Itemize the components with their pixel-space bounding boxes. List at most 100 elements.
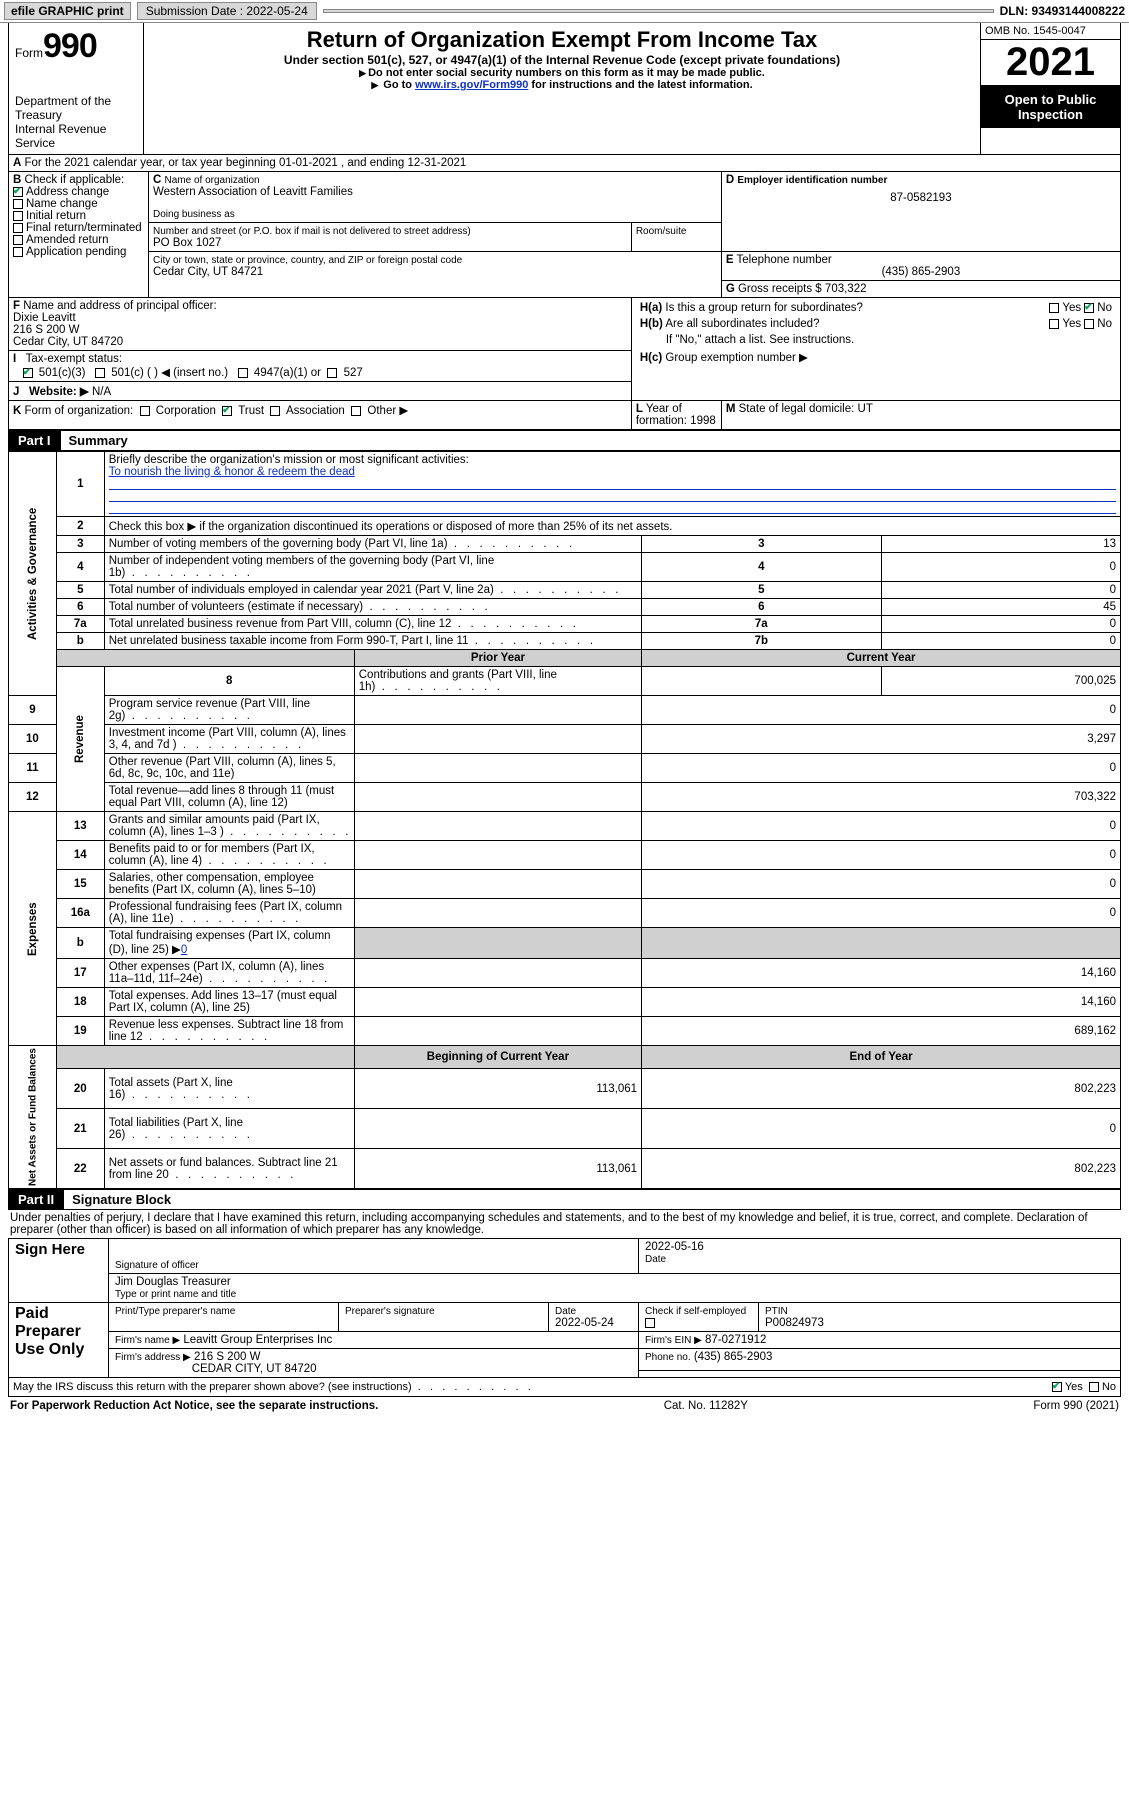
- cat-no: Cat. No. 11282Y: [664, 1400, 748, 1412]
- v7a: 0: [881, 616, 1120, 633]
- cbx-527[interactable]: [327, 368, 337, 378]
- letter-L: L: [636, 403, 643, 415]
- v14: 0: [642, 841, 1121, 870]
- checkbox-name-change[interactable]: [13, 199, 23, 209]
- l11: Other revenue (Part VIII, column (A), li…: [109, 756, 336, 780]
- ha-label: Is this a group return for subordinates?: [665, 302, 863, 314]
- type-print-label: Type or print name and title: [115, 1289, 236, 1300]
- cbx-assoc[interactable]: [270, 406, 280, 416]
- l18: Total expenses. Add lines 13–17 (must eq…: [109, 990, 337, 1014]
- col-boy: Beginning of Current Year: [354, 1046, 641, 1069]
- checkbox-app-pending[interactable]: [13, 247, 23, 257]
- firm-addr-label: Firm's address ▶: [115, 1352, 191, 1363]
- sign-here-label: Sign Here: [9, 1239, 109, 1303]
- e21: 0: [642, 1109, 1121, 1149]
- firm-name: Leavitt Group Enterprises Inc: [183, 1334, 332, 1346]
- part-i-header: Part I Summary: [8, 430, 1121, 451]
- l10: Investment income (Part VIII, column (A)…: [109, 727, 346, 751]
- page-footer: For Paperwork Reduction Act Notice, see …: [8, 1397, 1121, 1415]
- f-label: Name and address of principal officer:: [23, 300, 216, 312]
- letter-Hc: H(c): [640, 352, 662, 364]
- cbx-corp[interactable]: [140, 406, 150, 416]
- v5: 0: [881, 582, 1120, 599]
- tel-label: Telephone number: [737, 254, 832, 266]
- l8: Contributions and grants (Part VIII, lin…: [359, 669, 557, 693]
- c-name-label: Name of organization: [165, 175, 260, 186]
- ein-value: 87-0582193: [726, 186, 1116, 210]
- ha-no[interactable]: [1084, 303, 1094, 313]
- letter-M: M: [726, 403, 736, 415]
- v3: 13: [881, 536, 1120, 553]
- v18: 14,160: [642, 988, 1121, 1017]
- form-title: Return of Organization Exempt From Incom…: [150, 27, 974, 53]
- perjury-declaration: Under penalties of perjury, I declare th…: [8, 1210, 1121, 1238]
- v16a: 0: [642, 899, 1121, 928]
- p-check-label: Check if self-employed: [645, 1306, 746, 1317]
- city-value: Cedar City, UT 84721: [153, 266, 263, 278]
- v8: 700,025: [881, 667, 1120, 696]
- boxB-label: Check if applicable:: [25, 174, 125, 186]
- irs-link[interactable]: www.irs.gov/Form990: [415, 79, 528, 91]
- room-label: Room/suite: [636, 226, 687, 237]
- discuss-yes[interactable]: [1052, 1382, 1062, 1392]
- cbx-other[interactable]: [351, 406, 361, 416]
- paid-preparer-label: Paid Preparer Use Only: [9, 1303, 109, 1378]
- k-label: Form of organization:: [25, 405, 134, 417]
- v16b: 0: [181, 944, 187, 956]
- checkbox-amended[interactable]: [13, 235, 23, 245]
- discuss-no[interactable]: [1089, 1382, 1099, 1392]
- part-i-tag: Part I: [8, 431, 61, 450]
- efile-button[interactable]: efile GRAPHIC print: [4, 2, 131, 20]
- org-name: Western Association of Leavitt Families: [153, 186, 353, 198]
- cbx-501c[interactable]: [95, 368, 105, 378]
- entity-info-block: A For the 2021 calendar year, or tax yea…: [8, 155, 1121, 430]
- checkbox-final-return[interactable]: [13, 223, 23, 233]
- l15: Salaries, other compensation, employee b…: [109, 872, 316, 896]
- officer-addr1: 216 S 200 W: [13, 324, 79, 336]
- p-date: 2022-05-24: [555, 1317, 614, 1329]
- l6: Total number of volunteers (estimate if …: [109, 601, 488, 613]
- l9: Program service revenue (Part VIII, line…: [109, 698, 310, 722]
- hb-label: Are all subordinates included?: [665, 318, 819, 330]
- tel-value: (435) 865-2903: [726, 266, 1116, 278]
- v9: 0: [642, 696, 1121, 725]
- l22: Net assets or fund balances. Subtract li…: [109, 1157, 338, 1181]
- ptin-value: P00824973: [765, 1317, 824, 1329]
- sig-date-label: Date: [645, 1254, 666, 1265]
- l5: Total number of individuals employed in …: [109, 584, 619, 596]
- checkbox-address-change[interactable]: [13, 187, 23, 197]
- v11: 0: [642, 754, 1121, 783]
- addr-value: PO Box 1027: [153, 237, 221, 249]
- form-page-ref: Form 990 (2021): [1033, 1400, 1119, 1412]
- firm-addr1: 216 S 200 W: [194, 1351, 260, 1363]
- opt-app-pending: Application pending: [26, 246, 126, 258]
- l17: Other expenses (Part IX, column (A), lin…: [109, 961, 328, 985]
- cbx-501c3[interactable]: [23, 368, 33, 378]
- hb-yes[interactable]: [1049, 319, 1059, 329]
- sig-date: 2022-05-16: [645, 1241, 704, 1253]
- part-i-title: Summary: [61, 430, 1121, 451]
- print-toolbar: efile GRAPHIC print Submission Date : 20…: [0, 0, 1129, 23]
- v4: 0: [881, 553, 1120, 582]
- firm-ein-label: Firm's EIN ▶: [645, 1335, 702, 1346]
- cbx-trust[interactable]: [222, 406, 232, 416]
- v13: 0: [642, 812, 1121, 841]
- form-prefix: Form: [15, 46, 43, 60]
- dln: DLN: 93493144008222: [1000, 4, 1125, 18]
- checkbox-initial-return[interactable]: [13, 211, 23, 221]
- vlabel-net: Net Assets or Fund Balances: [9, 1046, 57, 1189]
- v12: 703,322: [642, 783, 1121, 812]
- v7b: 0: [881, 633, 1120, 650]
- firm-addr2: CEDAR CITY, UT 84720: [192, 1363, 317, 1375]
- cbx-4947[interactable]: [238, 368, 248, 378]
- h-ifno: If "No," attach a list. See instructions…: [636, 332, 1116, 348]
- cbx-self-employed[interactable]: [645, 1318, 655, 1328]
- ptin-label: PTIN: [765, 1306, 788, 1317]
- dba-label: Doing business as: [153, 209, 235, 220]
- letter-E: E: [726, 254, 734, 266]
- ha-yes[interactable]: [1049, 303, 1059, 313]
- officer-name-title: Jim Douglas Treasurer: [115, 1276, 231, 1288]
- hc-label: Group exemption number ▶: [665, 352, 807, 364]
- hb-no[interactable]: [1084, 319, 1094, 329]
- form-header: Form990 Department of the Treasury Inter…: [8, 23, 1121, 155]
